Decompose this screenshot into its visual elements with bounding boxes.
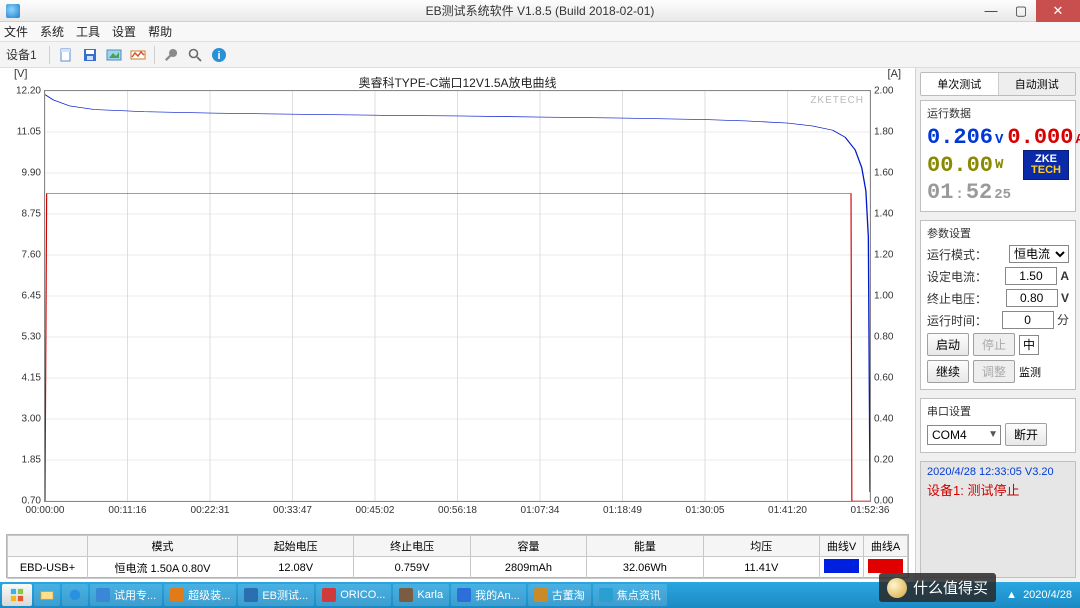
chart-plot: ZKETECH 12.2011.059.908.757.606.455.304.… <box>44 90 871 502</box>
minimize-button[interactable]: — <box>976 0 1006 22</box>
readout-voltage: 0.206 <box>927 125 993 150</box>
status-panel: 2020/4/28 12:33:05 V3.20 设备1: 测试停止 <box>920 461 1076 578</box>
status-message: 设备1: 测试停止 <box>927 480 1069 499</box>
coin-icon <box>887 578 907 598</box>
col-vavg: 均压 <box>703 536 819 557</box>
new-icon[interactable] <box>56 45 76 65</box>
image-icon[interactable] <box>104 45 124 65</box>
serial-panel: 串口设置 COM4▼ 断开 <box>920 398 1076 453</box>
col-curve-v: 曲线V <box>820 536 864 557</box>
taskbar-item[interactable]: 我的An... <box>451 584 526 606</box>
cutoff-voltage-input[interactable] <box>1006 289 1058 307</box>
set-current-input[interactable] <box>1005 267 1057 285</box>
app-icon <box>6 4 20 18</box>
params-panel: 参数设置 运行模式： 恒电流 设定电流： A 终止电压： V 运行时间： 分 启… <box>920 220 1076 390</box>
taskbar-explorer[interactable] <box>34 584 60 606</box>
adjust-button[interactable]: 调整 <box>973 360 1015 383</box>
start-button[interactable]: 启动 <box>927 333 969 356</box>
disconnect-button[interactable]: 断开 <box>1005 423 1047 446</box>
col-cap: 容量 <box>470 536 586 557</box>
table-row[interactable]: EBD-USB+ 恒电流 1.50A 0.80V 12.08V 0.759V 2… <box>8 557 908 579</box>
readout-current: 0.000 <box>1007 125 1073 150</box>
close-button[interactable]: ✕ <box>1036 0 1080 22</box>
watermark-overlay: 什么值得买 <box>879 573 996 602</box>
com-port-select[interactable]: COM4▼ <box>927 425 1001 445</box>
start-button[interactable] <box>2 584 32 606</box>
search-icon[interactable] <box>185 45 205 65</box>
realtime-panel: 运行数据 0.206 V 0.000 A 00.00 W ZKETECH 01:… <box>920 100 1076 212</box>
mode-select[interactable]: 恒电流 <box>1009 245 1069 263</box>
tab-single-test[interactable]: 单次测试 <box>921 73 999 95</box>
main: [V] [A] 奥睿科TYPE-C端口12V1.5A放电曲线 ZKETECH 1… <box>0 68 1080 582</box>
save-icon[interactable] <box>80 45 100 65</box>
tray-date: 2020/4/28 <box>1023 589 1072 601</box>
stop-button[interactable]: 停止 <box>973 333 1015 356</box>
side-tabs: 单次测试 自动测试 <box>920 72 1076 96</box>
toolbar: 设备1 i <box>0 42 1080 68</box>
serial-header: 串口设置 <box>927 403 1069 419</box>
col-device <box>8 536 88 557</box>
chart-pane: [V] [A] 奥睿科TYPE-C端口12V1.5A放电曲线 ZKETECH 1… <box>0 68 916 582</box>
svg-text:i: i <box>217 50 220 62</box>
lock-button[interactable]: 中 <box>1019 335 1039 355</box>
maximize-button[interactable]: ▢ <box>1006 0 1036 22</box>
taskbar-browser[interactable] <box>62 584 88 606</box>
swatch-v <box>820 557 864 579</box>
zketech-logo: ZKETECH <box>1023 150 1069 180</box>
side-panel: 单次测试 自动测试 运行数据 0.206 V 0.000 A 00.00 W Z… <box>916 68 1080 582</box>
menu-tools[interactable]: 工具 <box>76 23 100 40</box>
menu-help[interactable]: 帮助 <box>148 23 172 40</box>
menu-system[interactable]: 系统 <box>40 23 64 40</box>
col-curve-a: 曲线A <box>864 536 908 557</box>
chart-watermark: ZKETECH <box>810 95 864 106</box>
taskbar-item[interactable]: 古董淘 <box>528 584 591 606</box>
chart-title: 奥睿科TYPE-C端口12V1.5A放电曲线 <box>0 74 915 91</box>
params-header: 参数设置 <box>927 225 1069 241</box>
taskbar-item[interactable]: 试用专... <box>90 584 162 606</box>
readout-power: 00.00 <box>927 153 993 178</box>
system-tray[interactable]: ▲ 2020/4/28 <box>1000 589 1078 601</box>
col-energy: 能量 <box>587 536 703 557</box>
info-icon[interactable]: i <box>209 45 229 65</box>
compare-icon[interactable] <box>128 45 148 65</box>
col-mode: 模式 <box>88 536 238 557</box>
menu-settings[interactable]: 设置 <box>112 23 136 40</box>
taskbar-item[interactable]: Karla <box>393 584 449 606</box>
run-time-input[interactable] <box>1002 311 1054 329</box>
menu-file[interactable]: 文件 <box>4 23 28 40</box>
taskbar-item[interactable]: 超级装... <box>164 584 236 606</box>
window-title: EB测试系统软件 V1.8.5 (Build 2018-02-01) <box>0 2 1080 19</box>
continue-button[interactable]: 继续 <box>927 360 969 383</box>
col-vstart: 起始电压 <box>238 536 354 557</box>
taskbar-item[interactable]: 焦点资讯 <box>593 584 667 606</box>
col-vend: 终止电压 <box>354 536 470 557</box>
realtime-header: 运行数据 <box>927 105 1069 121</box>
summary-table: 模式 起始电压 终止电压 容量 能量 均压 曲线V 曲线A EBD-USB+ 恒… <box>6 534 909 578</box>
status-timestamp: 2020/4/28 12:33:05 V3.20 <box>927 466 1069 478</box>
menubar: 文件 系统 工具 设置 帮助 <box>0 22 1080 42</box>
tab-auto-test[interactable]: 自动测试 <box>999 73 1076 95</box>
wrench-icon[interactable] <box>161 45 181 65</box>
device-tab[interactable]: 设备1 <box>4 46 39 63</box>
monitor-label[interactable]: 监测 <box>1019 364 1041 380</box>
taskbar-item[interactable]: EB测试... <box>238 584 314 606</box>
taskbar-item[interactable]: ORICO... <box>316 584 391 606</box>
titlebar: EB测试系统软件 V1.8.5 (Build 2018-02-01) — ▢ ✕ <box>0 0 1080 22</box>
